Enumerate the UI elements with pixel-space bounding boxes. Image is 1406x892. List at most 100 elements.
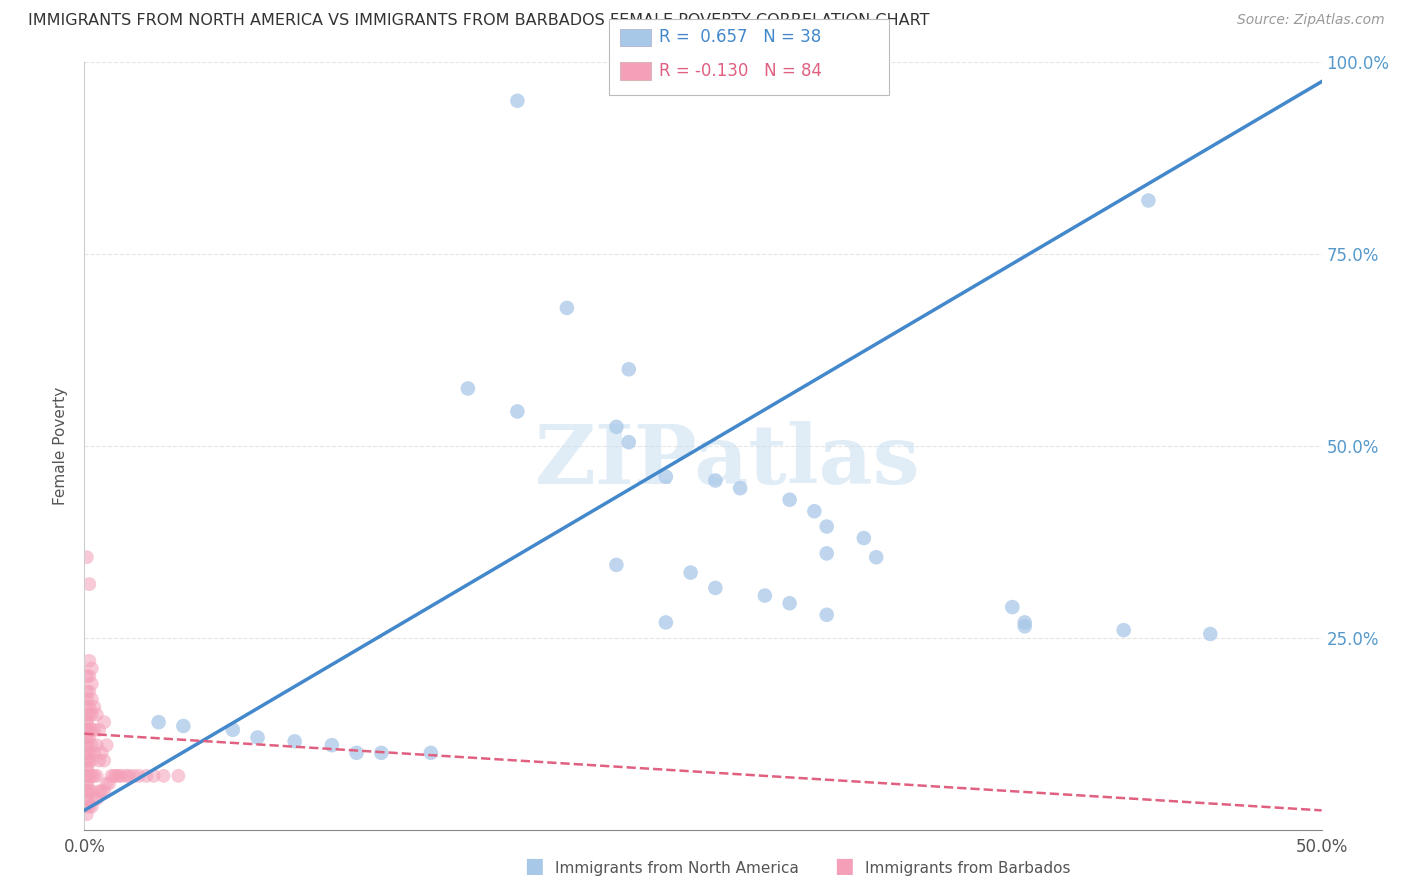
Text: ■: ■ [834,856,853,876]
Point [83,723,105,737]
Text: IMMIGRANTS FROM NORTH AMERICA VS IMMIGRANTS FROM BARBADOS FEMALE POVERTY CORRELA: IMMIGRANTS FROM NORTH AMERICA VS IMMIGRA… [28,13,929,29]
Point [90,784,112,798]
Point [83,746,105,760]
Point [80,799,103,814]
Text: R = -0.130   N = 84: R = -0.130 N = 84 [659,62,823,80]
Point [815,546,838,560]
Point [76,761,98,775]
Point [80,707,103,722]
Point [1001,600,1024,615]
Point [815,519,838,533]
Text: R =  0.657   N = 38: R = 0.657 N = 38 [659,29,821,46]
Point [80,723,103,737]
Point [457,382,479,396]
Point [76,792,98,806]
Point [76,707,98,722]
Point [89,754,111,768]
Point [96,776,118,790]
Point [86,792,108,806]
Point [1112,623,1135,637]
Point [80,754,103,768]
Point [754,589,776,603]
Point [89,784,111,798]
Point [419,746,441,760]
Point [89,723,111,737]
Text: ZIPatlas: ZIPatlas [536,421,921,501]
Point [1014,615,1036,630]
Point [80,738,103,752]
Point [321,738,343,752]
Point [704,581,727,595]
Point [284,734,307,748]
Point [100,769,122,783]
Point [76,761,98,775]
Point [76,807,98,822]
Point [128,769,150,783]
Point [79,731,101,745]
Point [79,654,101,668]
Point [76,784,98,798]
Text: Immigrants from North America: Immigrants from North America [555,861,799,876]
Point [76,669,98,683]
Point [1137,194,1160,208]
Point [93,715,115,730]
Point [76,715,98,730]
Point [1014,619,1036,633]
Point [76,715,98,730]
Point [108,769,131,783]
Point [246,731,269,745]
Point [86,738,108,752]
Point [86,769,108,783]
Point [83,792,105,806]
Text: Immigrants from Barbados: Immigrants from Barbados [865,861,1070,876]
Point [76,550,98,565]
Point [79,799,101,814]
Point [679,566,702,580]
Point [86,707,108,722]
Point [779,596,801,610]
Point [103,769,125,783]
Point [122,769,145,783]
Point [79,669,101,683]
Point [76,699,98,714]
Point [79,746,101,760]
Point [76,731,98,745]
Point [728,481,751,495]
Point [76,723,98,737]
Point [80,784,103,798]
Point [605,558,627,572]
Point [506,94,529,108]
Point [172,719,194,733]
Point [83,769,105,783]
Point [76,754,98,768]
Point [80,692,103,706]
Point [142,769,165,783]
Text: ■: ■ [524,856,544,876]
Point [655,469,678,483]
Point [76,723,98,737]
Point [617,362,640,376]
Point [346,746,368,760]
Point [79,699,101,714]
Point [110,769,132,783]
Point [76,692,98,706]
Point [655,615,678,630]
Point [1199,627,1222,641]
Point [80,769,103,783]
Point [76,776,98,790]
Point [98,776,121,790]
Point [93,784,115,798]
Point [76,754,98,768]
Point [222,723,245,737]
Point [118,769,141,783]
Y-axis label: Female Poverty: Female Poverty [53,387,69,505]
Point [76,731,98,745]
Point [79,723,101,737]
Point [79,707,101,722]
Point [76,769,98,783]
Point [76,746,98,760]
Point [83,699,105,714]
Point [76,684,98,698]
Point [80,661,103,675]
Point [779,492,801,507]
